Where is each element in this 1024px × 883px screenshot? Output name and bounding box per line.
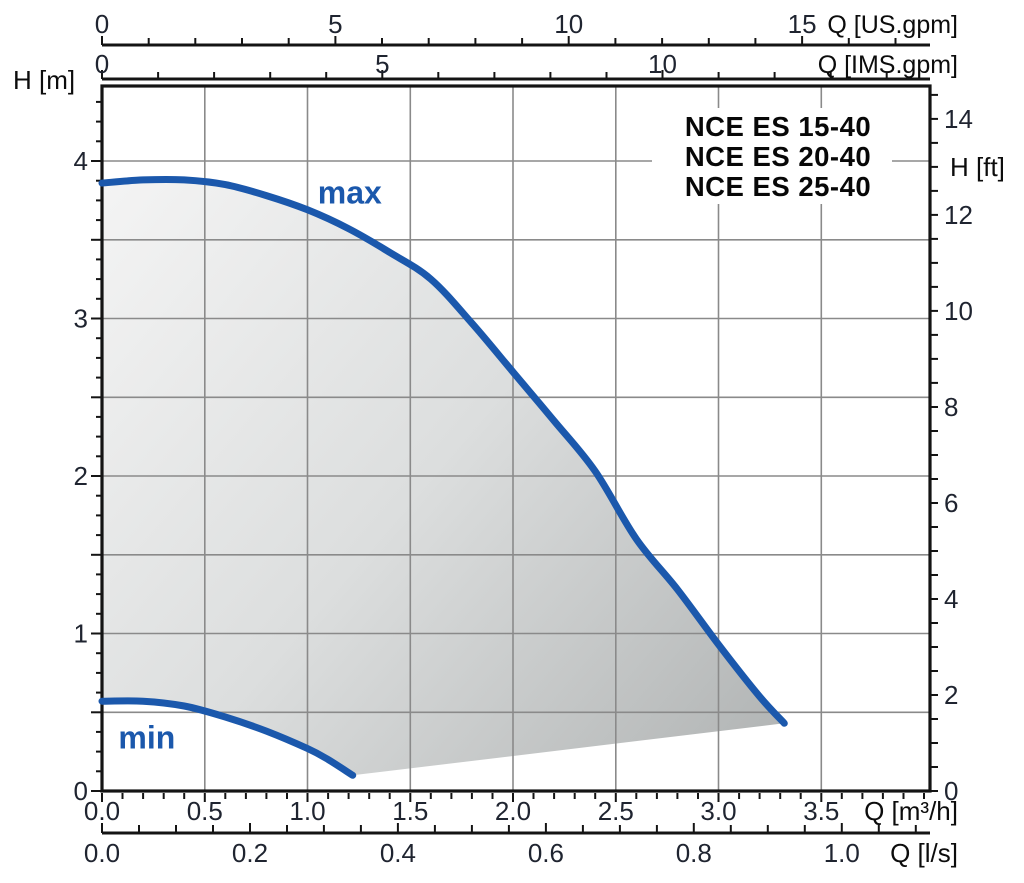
ims-gpm-tick-label: 0 <box>95 49 109 79</box>
us-gpm-tick-label: 15 <box>788 9 817 39</box>
ims-gpm-tick-label: 5 <box>375 49 389 79</box>
h-m-tick-label: 2 <box>74 461 88 491</box>
h-m-tick-label: 4 <box>74 146 88 176</box>
m3h-tick-label: 0.5 <box>187 796 223 826</box>
pump-curves <box>98 175 788 779</box>
axis-h-m: 0 1 2 3 4 H [m] <box>13 65 102 806</box>
us-gpm-tick-label: 10 <box>554 9 583 39</box>
h-m-tick-label: 1 <box>74 619 88 649</box>
ls-tick-label: 0.0 <box>84 838 120 868</box>
m3h-axis-label: Q [m³/h] <box>864 796 958 826</box>
h-m-tick-label: 3 <box>74 304 88 334</box>
axis-h-ft: 0 2 4 6 8 10 12 14 H [ft] <box>930 93 1005 806</box>
gridlines <box>102 86 930 791</box>
m3h-tick-label: 0.0 <box>84 796 120 826</box>
axis-m3h: 0.0 0.5 1.0 1.5 2.0 2.5 3.0 3.5 Q [m³/h] <box>84 793 958 826</box>
h-ft-tick-label: 14 <box>944 104 973 134</box>
us-gpm-tick-label: 5 <box>328 9 342 39</box>
h-m-axis-label: H [m] <box>13 65 75 95</box>
max-curve-label: max <box>318 175 382 211</box>
legend-model-2: NCE ES 20-40 <box>685 141 871 172</box>
axis-ims-gpm: 0 5 10 Q [IMS.gpm] <box>95 49 958 81</box>
min-speed-curve <box>98 697 357 779</box>
min-curve-label: min <box>118 720 175 756</box>
m3h-tick-label: 3.5 <box>803 796 839 826</box>
legend-mask <box>652 108 892 204</box>
ls-tick-label: 0.4 <box>380 838 416 868</box>
h-ft-tick-label: 12 <box>944 200 973 230</box>
operating-range-area <box>102 179 785 776</box>
axis-us-gpm: 0 5 10 15 Q [US.gpm] <box>95 9 958 47</box>
legend-model-1: NCE ES 15-40 <box>685 111 871 142</box>
h-ft-tick-label: 0 <box>944 776 958 806</box>
m3h-tick-label: 2.0 <box>495 796 531 826</box>
us-gpm-axis-label: Q [US.gpm] <box>827 11 958 39</box>
plot-border <box>100 84 932 793</box>
h-ft-tick-label: 2 <box>944 680 958 710</box>
us-gpm-tick-label: 0 <box>95 9 109 39</box>
m3h-tick-label: 1.5 <box>392 796 428 826</box>
max-speed-curve <box>98 175 788 727</box>
ims-gpm-axis-label: Q [IMS.gpm] <box>818 51 958 79</box>
m3h-tick-label: 3.0 <box>700 796 736 826</box>
ls-tick-label: 0.2 <box>232 838 268 868</box>
axis-ls: 0.0 0.2 0.4 0.6 0.8 1.0 Q [l/s] <box>84 823 958 868</box>
h-ft-tick-label: 6 <box>944 488 958 518</box>
ls-tick-label: 0.6 <box>528 838 564 868</box>
ls-axis-label: Q [l/s] <box>890 838 958 868</box>
h-m-tick-label: 0 <box>74 776 88 806</box>
ls-tick-label: 0.8 <box>676 838 712 868</box>
legend-model-3: NCE ES 25-40 <box>685 171 871 202</box>
h-ft-tick-label: 8 <box>944 392 958 422</box>
ims-gpm-tick-label: 10 <box>648 49 677 79</box>
h-ft-tick-label: 10 <box>944 296 973 326</box>
h-ft-tick-label: 4 <box>944 584 958 614</box>
h-ft-axis-label: H [ft] <box>950 152 1005 182</box>
ls-tick-label: 1.0 <box>824 838 860 868</box>
m3h-tick-label: 2.5 <box>598 796 634 826</box>
m3h-tick-label: 1.0 <box>289 796 325 826</box>
